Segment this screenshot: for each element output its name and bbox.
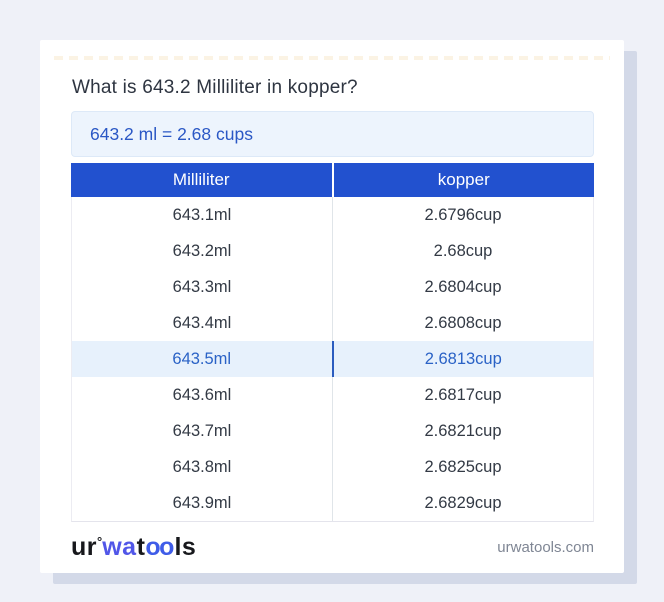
cup-value: 2.6808cup (424, 313, 502, 332)
cup-value: 2.6804cup (424, 277, 502, 296)
conversion-table: Milliliter kopper 643.1ml 2.6796cup 643.… (71, 163, 594, 522)
table-header-row: Milliliter kopper (71, 163, 594, 197)
decorative-dashed-line (54, 56, 610, 60)
ml-value: 643.6ml (72, 377, 333, 413)
cup-value: 2.6821cup (424, 421, 502, 440)
ml-value: 643.1ml (72, 197, 333, 233)
conversion-result-box: 643.2 ml = 2.68 cups (71, 111, 594, 157)
ml-value: 643.3ml (72, 269, 333, 305)
table-row[interactable]: 643.9ml 2.6829cup (72, 485, 593, 521)
table-row[interactable]: 643.2ml 2.68cup (72, 233, 593, 269)
page-title: What is 643.2 Milliliter in kopper? (72, 77, 358, 98)
logo-degree-mark: ° (97, 533, 103, 549)
ml-value: 643.4ml (72, 305, 333, 341)
cup-value: 2.6825cup (424, 457, 502, 476)
urwatools-logo[interactable]: ur°watools (71, 532, 197, 561)
cup-value: 2.6813cup (424, 349, 502, 368)
table-row[interactable]: 643.7ml 2.6821cup (72, 413, 593, 449)
table-row-highlighted[interactable]: 643.5ml 2.6813cup (72, 341, 593, 377)
column-header-milliliter: Milliliter (71, 163, 334, 197)
table-row[interactable]: 643.1ml 2.6796cup (72, 197, 593, 233)
ml-value: 643.7ml (72, 413, 333, 449)
table-row[interactable]: 643.8ml 2.6825cup (72, 449, 593, 485)
table-row[interactable]: 643.3ml 2.6804cup (72, 269, 593, 305)
table-row[interactable]: 643.4ml 2.6808cup (72, 305, 593, 341)
logo-segment: ls (174, 532, 197, 561)
card-footer: ur°watools urwatools.com (71, 529, 594, 565)
cup-value: 2.68cup (433, 241, 493, 260)
site-domain-text: urwatools.com (497, 538, 594, 556)
ml-value: 643.9ml (72, 485, 333, 521)
logo-segment: wa (102, 532, 137, 561)
conversion-result-text: 643.2 ml = 2.68 cups (90, 123, 253, 144)
logo-segment: t (136, 532, 146, 561)
table-row[interactable]: 643.6ml 2.6817cup (72, 377, 593, 413)
cup-value: 2.6796cup (424, 205, 502, 224)
ml-value: 643.2ml (72, 233, 333, 269)
logo-goggles-oo: oo (145, 532, 174, 561)
ml-value: 643.8ml (72, 449, 333, 485)
conversion-card: What is 643.2 Milliliter in kopper? 643.… (40, 40, 624, 573)
cup-value: 2.6817cup (424, 385, 502, 404)
cup-value: 2.6829cup (424, 493, 502, 512)
ml-value: 643.5ml (72, 341, 334, 377)
logo-segment: ur (71, 532, 97, 561)
column-header-kopper: kopper (437, 170, 490, 189)
